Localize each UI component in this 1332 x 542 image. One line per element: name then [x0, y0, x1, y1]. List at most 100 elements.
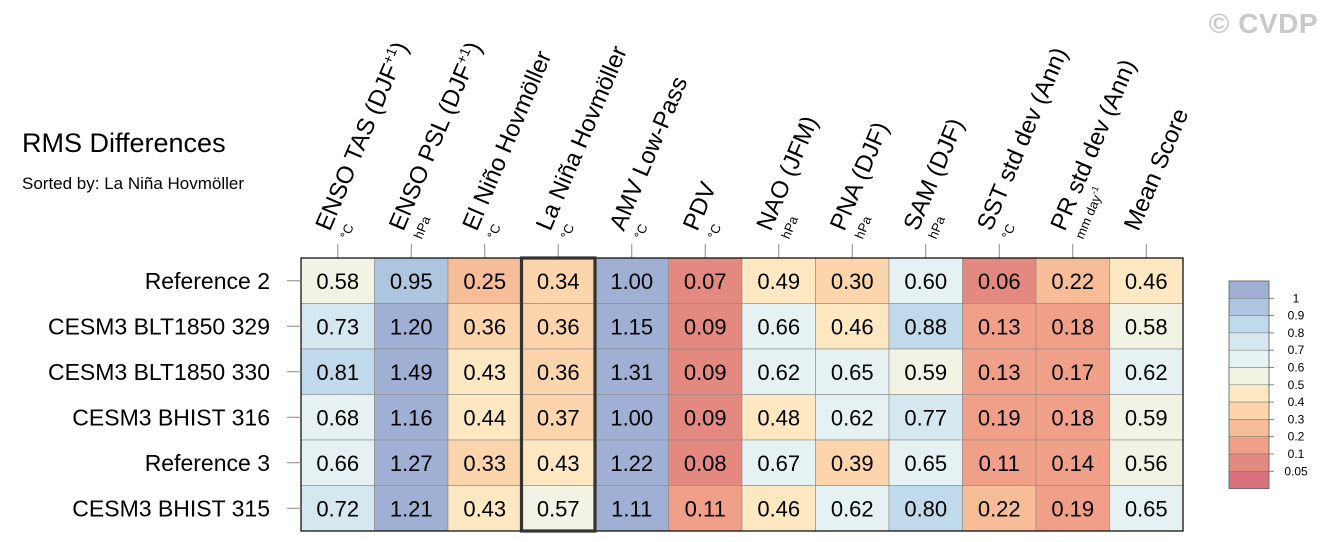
column-unit: °C: [705, 222, 725, 241]
heatmap-cell: [741, 439, 816, 486]
cell-value-label: 0.19: [1051, 496, 1094, 521]
cell-value-label: 0.58: [1125, 314, 1168, 339]
colorbar-label: 0.9: [1288, 309, 1305, 323]
cell-value-label: 1.21: [390, 496, 433, 521]
cell-value-label: 0.59: [1125, 405, 1168, 430]
colorbar-label: 0.6: [1288, 361, 1305, 375]
chart-subtitle: Sorted by: La Niña Hovmöller: [22, 174, 245, 193]
heatmap-cell: [668, 485, 743, 532]
heatmap-cell: [1035, 257, 1110, 304]
column-unit: °C: [558, 222, 578, 241]
heatmap-cell: [300, 394, 375, 441]
colorbar-label: 0.8: [1288, 326, 1305, 340]
cell-value-label: 0.81: [316, 360, 359, 385]
column-label: Mean Score: [1119, 105, 1194, 235]
cell-value-label: 0.17: [1051, 360, 1094, 385]
heatmap-cell: [1035, 439, 1110, 486]
cell-value-label: 0.65: [904, 451, 947, 476]
cell-value-label: 0.09: [684, 405, 727, 430]
row-label: CESM3 BLT1850 330: [48, 359, 270, 385]
cell-value-label: 0.60: [904, 269, 947, 294]
cell-value-label: 0.36: [537, 314, 580, 339]
cell-value-label: 0.43: [463, 496, 506, 521]
row-label: Reference 3: [145, 450, 270, 476]
cell-value-label: 0.11: [979, 451, 1020, 476]
colorbar-segment: [1228, 453, 1270, 472]
colorbar-segment: [1228, 332, 1270, 351]
heatmap-cell: [1035, 485, 1110, 532]
heatmap-cell: [888, 257, 963, 304]
heatmap-cell: [815, 439, 890, 486]
heatmap-cell: [447, 303, 522, 350]
heatmap-cell: [741, 394, 816, 441]
watermark: © CVDP: [1208, 8, 1318, 39]
heatmap-cell: [962, 439, 1037, 486]
colorbar-label: 0.5: [1288, 378, 1305, 392]
heatmap-cell: [815, 257, 890, 304]
heatmap-cell: [962, 257, 1037, 304]
colorbar-label: 0.4: [1288, 395, 1305, 409]
cell-value-label: 0.33: [463, 451, 506, 476]
cell-value-label: 0.36: [537, 360, 580, 385]
cell-value-label: 0.06: [978, 269, 1021, 294]
row-label: CESM3 BLT1850 329: [48, 313, 270, 339]
column-unit: °C: [999, 222, 1019, 241]
cell-value-label: 0.58: [316, 269, 359, 294]
column-label: AMV Low-Pass: [604, 73, 693, 235]
cell-value-label: 0.36: [463, 314, 506, 339]
heatmap-cell: [374, 485, 449, 532]
cell-value-label: 0.67: [757, 451, 800, 476]
cell-value-label: 0.30: [831, 269, 874, 294]
heatmap-cell: [668, 348, 743, 395]
heatmap-cell: [962, 394, 1037, 441]
row-labels: Reference 2 CESM3 BLT1850 329 CESM3 BLT185…: [48, 268, 301, 521]
cell-value-label: 0.13: [978, 360, 1021, 385]
chart-title: RMS Differences: [22, 128, 226, 158]
heatmap-cell: [815, 485, 890, 532]
heatmap-cell: [741, 303, 816, 350]
cell-value-label: 1.22: [610, 451, 653, 476]
cell-value-label: 0.19: [978, 405, 1021, 430]
cell-value-label: 0.59: [904, 360, 947, 385]
cell-value-label: 0.13: [978, 314, 1021, 339]
heatmap-cell: [741, 348, 816, 395]
heatmap-cell: [594, 348, 669, 395]
heatmap-cell: [300, 485, 375, 532]
heatmap-grid: 0.58 0.95 0.25 0.34 1.00 0.07 0.49 0.30 0.60 0.06…: [300, 256, 1184, 533]
cell-value-label: 0.88: [904, 314, 947, 339]
cell-value-label: 1.27: [390, 451, 433, 476]
column-unit: °C: [484, 222, 504, 241]
heatmap-cell: [1035, 303, 1110, 350]
heatmap-cell: [300, 257, 375, 304]
cell-value-label: 0.48: [757, 405, 800, 430]
heatmap-cell: [374, 257, 449, 304]
heatmap-cell: [594, 257, 669, 304]
cell-value-label: 0.73: [316, 314, 359, 339]
cell-value-label: 0.95: [390, 269, 433, 294]
cell-value-label: 0.18: [1051, 314, 1094, 339]
cell-value-label: 0.46: [831, 314, 874, 339]
colorbar-segment: [1228, 436, 1270, 455]
cell-value-label: 0.09: [684, 314, 727, 339]
cell-value-label: 0.46: [757, 496, 800, 521]
row-label: Reference 2: [145, 268, 270, 294]
cell-value-label: 0.65: [1125, 496, 1168, 521]
cell-value-label: 1.31: [610, 360, 653, 385]
cell-value-label: 1.15: [610, 314, 653, 339]
heatmap-cell: [374, 439, 449, 486]
cell-value-label: 0.22: [1051, 269, 1094, 294]
heatmap-cell: [815, 303, 890, 350]
colorbar-label: 1: [1293, 291, 1300, 305]
cell-value-label: 0.09: [684, 360, 727, 385]
cell-value-label: 0.39: [831, 451, 874, 476]
grid-border: [300, 257, 1184, 532]
heatmap-cell: [1109, 303, 1184, 350]
heatmap-cell: [888, 439, 963, 486]
cell-value-label: 1.00: [610, 269, 653, 294]
heatmap-cell: [888, 394, 963, 441]
colorbar-segment: [1228, 471, 1270, 489]
cell-value-label: 0.18: [1051, 405, 1094, 430]
colorbar-segment: [1228, 384, 1270, 403]
cell-value-label: 0.56: [1125, 451, 1168, 476]
heatmap-cell: [447, 348, 522, 395]
